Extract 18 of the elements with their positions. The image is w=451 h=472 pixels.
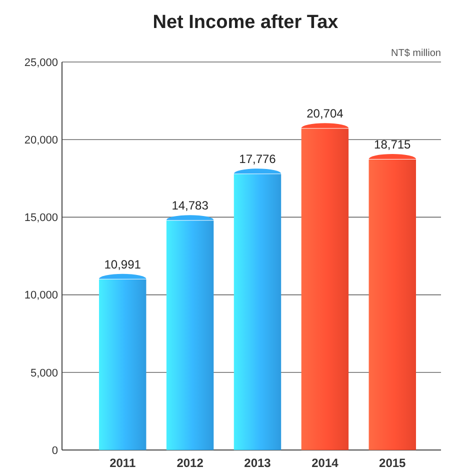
y-axis-title: NT$ million (390, 48, 441, 59)
x-tick-label: 2011 (110, 456, 136, 470)
data-label: 20,704 (306, 106, 344, 121)
chart-title: Net Income after Tax (152, 12, 339, 33)
y-tick-label: 15,000 (24, 212, 58, 224)
y-tick-label: 5,000 (30, 367, 58, 380)
y-tick-label: 20,000 (24, 134, 58, 146)
data-label: 10,991 (104, 257, 142, 272)
x-tick-label: 2014 (312, 456, 339, 470)
data-label: 17,776 (239, 152, 276, 166)
x-tick-label: 2013 (244, 456, 272, 470)
y-tick-label: 10,000 (24, 290, 58, 302)
data-label: 14,783 (172, 198, 209, 213)
y-tick-label: 25,000 (24, 56, 58, 69)
y-tick-label: 0 (52, 444, 58, 457)
x-tick-label: 2012 (176, 456, 204, 470)
data-label: 18,715 (374, 138, 412, 152)
x-tick-label: 2015 (379, 456, 406, 470)
